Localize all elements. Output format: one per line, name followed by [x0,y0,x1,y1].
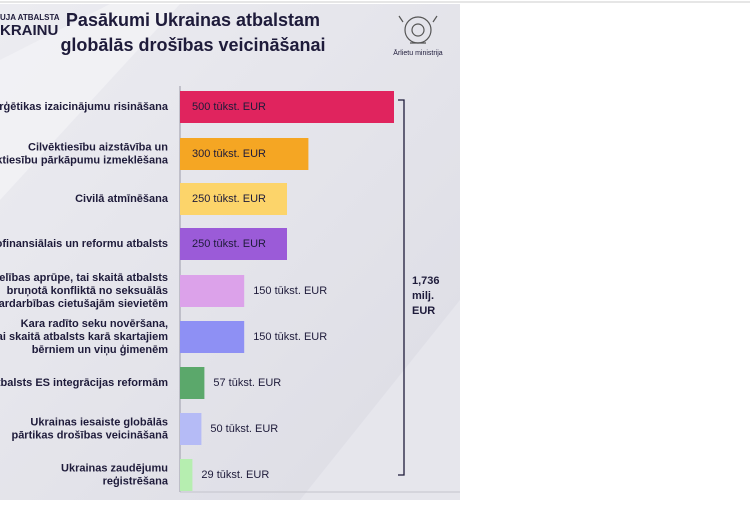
value-label: 500 tūkst. EUR [192,101,266,113]
bar [180,321,245,353]
category-label: Kara radīto seku novēršana, [21,318,168,330]
chart-title: Pasākumi Ukrainas atbalstam [66,10,320,30]
bar [180,91,394,123]
category-label: Civilā atmīnēšana [75,193,169,205]
category-label: bērniem un viņu ģimenēm [32,343,169,356]
value-label: 29 tūkst. EUR [201,469,269,481]
crest [398,15,438,44]
category-label: reģistrēšana [103,474,169,487]
bar [180,228,287,260]
value-label: 150 tūkst. EUR [253,285,327,297]
category-label: Ukrainas zaudējumu [61,462,168,474]
logo-right: Ārlietu ministrija [393,49,443,57]
category-label: pārtikas drošības veicināšanā [11,429,168,441]
chart-title: globālās drošības veicināšanai [60,35,325,55]
category-label: bruņotā konfliktā no seksuālās [7,285,168,297]
logo-left: KRAINU [0,22,58,39]
bar [180,413,202,445]
value-label: 50 tūkst. EUR [210,423,278,435]
category-label: Ukrainas iesaiste globālās [30,416,168,428]
value-label: 300 tūkst. EUR [192,148,266,160]
value-label: 150 tūkst. EUR [253,331,327,343]
category-label: ai skaitā atbalsts karā skartajiem [0,331,168,343]
total-label: milj. [412,290,434,302]
category-label: selības aprūpe, tai skaitā atbalsts [0,272,168,284]
category-label: tbalsts ES integrācijas reformām [0,377,168,389]
bar [180,459,193,491]
bar [180,183,287,215]
category-label: Cilvēktiesību aizstāvība un [28,141,168,153]
total-label: EUR [412,305,435,317]
bar [180,367,205,399]
category-label: ofinansiālais un reformu atbalsts [0,238,168,250]
category-label: nerģētikas izaicinājumu risināšana [0,100,169,113]
total-bracket [398,99,405,476]
decor [0,4,180,200]
bar [180,275,245,307]
total-label: 1,736 [412,275,440,287]
category-label: ardarbības cietušajām sievietēm [0,298,168,310]
bar [180,138,309,170]
category-label: ktiesību pārkāpumu izmeklēšana [0,154,169,166]
value-label: 250 tūkst. EUR [192,238,266,250]
logo-left: UJA ATBALSTA [0,13,60,22]
decor [300,300,460,500]
value-label: 250 tūkst. EUR [192,193,266,205]
value-label: 57 tūkst. EUR [213,377,281,389]
